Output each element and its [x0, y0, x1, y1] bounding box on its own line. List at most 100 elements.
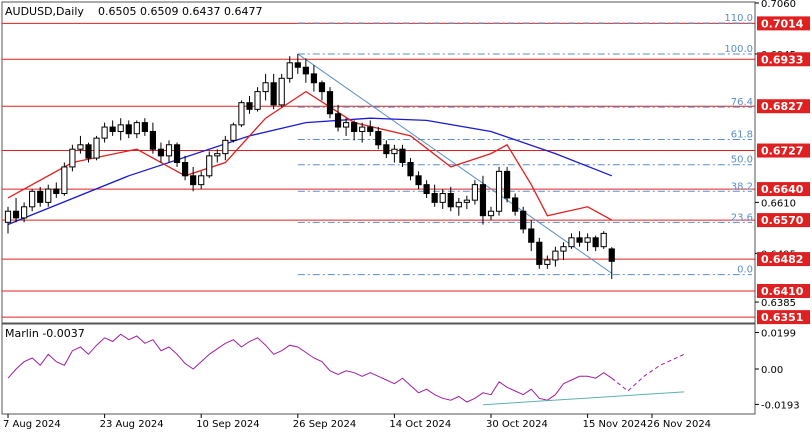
bullish-candle-body [439, 193, 446, 203]
candle [21, 202, 28, 223]
bullish-candle-body [552, 250, 559, 261]
bearish-candle-body [383, 144, 390, 155]
bearish-candle-body [326, 91, 334, 115]
candle [568, 233, 575, 249]
candle [495, 166, 503, 216]
time-axis: 7 Aug 2024 23 Aug 2024 10 Sep 2024 26 Sep 2… [3, 414, 711, 430]
candle [286, 56, 293, 83]
bearish-candle-body [157, 148, 165, 157]
bullish-candle-body [471, 184, 478, 201]
candle [198, 171, 205, 190]
candle [222, 135, 229, 161]
candle [592, 235, 599, 252]
oscillator-projection [611, 353, 685, 392]
candle [190, 166, 197, 192]
fib-level-label: 50.0 [731, 155, 753, 166]
bullish-candle-body [29, 190, 36, 208]
level-price-tag-label: 0.6933 [761, 53, 803, 66]
fib-level-label: 110.0 [724, 13, 753, 24]
candle [471, 180, 478, 205]
time-tick-label: 26 Sep 2024 [293, 419, 356, 430]
bullish-candle-body [262, 82, 269, 93]
level-price-tags: 0.7014 0.6933 0.6827 0.6727 0.6640 0.6570 0.64… [757, 16, 810, 325]
bullish-candle-body [222, 139, 229, 155]
candle [487, 206, 495, 221]
candle [544, 255, 551, 269]
bullish-candle-body [45, 188, 52, 203]
level-price-tag [757, 213, 810, 228]
level-price-tag-label: 0.6351 [761, 311, 803, 324]
candle [600, 231, 607, 249]
bullish-candle-body [544, 259, 551, 265]
level-price-tag [757, 16, 810, 31]
bullish-candle-body [117, 124, 124, 132]
oscillator: 0.0199 0.00 -0.0193 [7, 329, 800, 411]
bearish-candle-body [608, 248, 615, 262]
candle [61, 162, 68, 196]
time-tick-label: 23 Aug 2024 [100, 419, 164, 430]
candle [53, 182, 60, 198]
candle [318, 80, 326, 101]
candle [45, 184, 52, 207]
candle [423, 180, 430, 198]
fib-level-label: 61.8 [731, 129, 753, 140]
candle [326, 87, 334, 119]
bearish-candle-body [504, 170, 511, 199]
candle [455, 197, 462, 216]
bearish-candle-body [520, 210, 527, 230]
bearish-candle-body [125, 124, 132, 135]
candle [254, 87, 261, 112]
bullish-candle-body [133, 122, 140, 135]
candle [262, 73, 269, 101]
bullish-candle-body [4, 210, 12, 223]
candle [182, 155, 189, 181]
candle [246, 96, 253, 114]
time-tick-label: 10 Sep 2024 [196, 419, 259, 430]
bullish-candle-body [359, 126, 366, 132]
oscillator-line [7, 333, 613, 403]
candle [93, 135, 100, 161]
candle [463, 195, 470, 210]
level-price-tag-label: 0.6570 [761, 214, 804, 227]
bearish-candle-body [310, 73, 317, 84]
candle [12, 197, 20, 223]
candle [230, 122, 237, 143]
price-tick-label: 0.6385 [761, 298, 796, 309]
time-tick-label: 30 Oct 2024 [486, 419, 548, 430]
oscillator-trendline [482, 391, 685, 406]
candle [431, 184, 438, 207]
candle [359, 122, 366, 143]
candle [133, 120, 140, 139]
candle [447, 186, 454, 212]
bullish-candle-body [391, 148, 398, 155]
candle [109, 120, 116, 136]
bearish-candle-body [182, 162, 189, 177]
candle [552, 246, 559, 267]
bearish-candle-body [576, 237, 583, 243]
bearish-candle-body [592, 237, 599, 248]
candle [576, 231, 583, 247]
main-pane-frame [1, 1, 756, 324]
level-price-tag-label: 0.6640 [761, 183, 804, 196]
bullish-candle-body [101, 126, 108, 139]
fib-level-label: 38.2 [731, 181, 753, 192]
ohlc-label: 0.6505 0.6509 0.6437 0.6477 [98, 5, 262, 18]
bullish-candle-body [93, 137, 100, 159]
level-price-tag-label: 0.7014 [761, 17, 804, 30]
bearish-candle-body [318, 82, 326, 93]
bearish-candle-body [141, 122, 148, 132]
bearish-candle-body [367, 126, 374, 132]
bearish-candle-body [447, 193, 454, 208]
bullish-candle-body [343, 122, 350, 128]
candle [375, 127, 382, 150]
candle [310, 65, 317, 92]
bullish-candle-body [568, 237, 575, 248]
candle [117, 118, 124, 141]
bearish-candle-body [294, 62, 301, 68]
bearish-candle-body [431, 193, 438, 203]
level-price-tag-label: 0.6410 [761, 285, 804, 298]
level-price-tag-label: 0.6482 [761, 253, 803, 266]
bearish-candle-body [37, 190, 44, 203]
